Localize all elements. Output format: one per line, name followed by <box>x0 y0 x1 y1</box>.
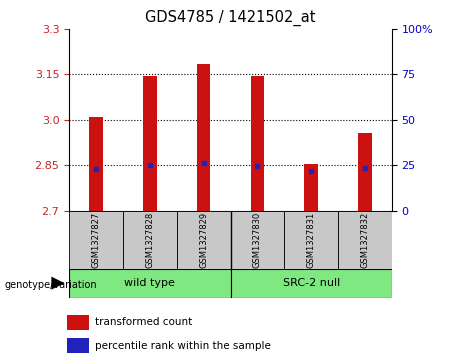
Bar <box>230 269 392 298</box>
Bar <box>69 269 230 298</box>
Text: GSM1327827: GSM1327827 <box>92 212 100 268</box>
Text: GSM1327829: GSM1327829 <box>199 212 208 268</box>
Text: GSM1327832: GSM1327832 <box>361 212 369 268</box>
Title: GDS4785 / 1421502_at: GDS4785 / 1421502_at <box>145 10 316 26</box>
Bar <box>69 211 123 269</box>
Bar <box>358 133 372 211</box>
Bar <box>197 64 210 211</box>
Text: GSM1327830: GSM1327830 <box>253 212 262 268</box>
Bar <box>251 76 264 211</box>
Polygon shape <box>51 277 65 290</box>
Bar <box>123 211 177 269</box>
Bar <box>177 211 230 269</box>
Bar <box>230 211 284 269</box>
Bar <box>304 164 318 211</box>
Text: GSM1327831: GSM1327831 <box>307 212 316 268</box>
Bar <box>143 76 157 211</box>
Bar <box>67 315 89 330</box>
Text: percentile rank within the sample: percentile rank within the sample <box>95 340 271 351</box>
Text: genotype/variation: genotype/variation <box>5 280 97 290</box>
Text: transformed count: transformed count <box>95 317 192 327</box>
Text: GSM1327828: GSM1327828 <box>145 212 154 268</box>
Bar <box>67 338 89 353</box>
Text: wild type: wild type <box>124 278 175 288</box>
Text: SRC-2 null: SRC-2 null <box>283 278 340 288</box>
Bar <box>338 211 392 269</box>
Bar <box>284 211 338 269</box>
Bar <box>89 117 103 211</box>
